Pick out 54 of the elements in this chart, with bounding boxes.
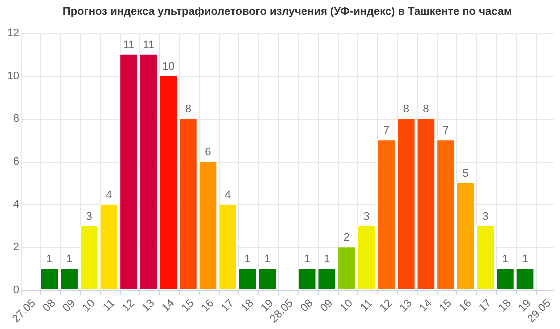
- data-label: 10: [162, 60, 175, 73]
- x-tick-label: 12: [378, 298, 396, 315]
- data-label: 3: [364, 210, 370, 223]
- x-tick-label: 16: [457, 298, 474, 315]
- x-tick-label: 10: [338, 298, 356, 315]
- data-label: 1: [324, 254, 330, 266]
- chart-title: Прогноз индекса ультрафиолетового излучения (УФ-индекс) в Ташкенте по часам: [62, 6, 512, 18]
- x-tick-label: 10: [80, 298, 98, 315]
- data-label: 2: [344, 232, 350, 244]
- data-label: 7: [384, 125, 390, 138]
- data-label: 1: [244, 254, 251, 266]
- x-tick-label: 12: [120, 298, 138, 315]
- y-tick-label: 4: [13, 198, 20, 211]
- x-tick-label: 08: [298, 298, 316, 315]
- y-tick-label: 10: [7, 70, 20, 82]
- data-label: 1: [502, 254, 509, 266]
- data-label: 4: [224, 189, 232, 202]
- y-tick-label: 8: [13, 113, 20, 126]
- data-label: 7: [442, 125, 450, 138]
- y-tick-label: 2: [13, 242, 20, 254]
- x-tick-label: 17: [476, 298, 494, 315]
- data-label: 6: [205, 146, 212, 158]
- data-label: 5: [462, 168, 469, 180]
- x-tick-label: 11: [101, 298, 118, 314]
- y-tick-label: 12: [7, 28, 20, 40]
- x-tick-label: 14: [160, 298, 178, 315]
- x-tick-label: 09: [60, 298, 78, 315]
- y-tick-label: 6: [13, 156, 20, 168]
- x-tick-label: 17: [219, 298, 237, 315]
- x-tick-label: 15: [180, 298, 197, 315]
- data-label: 1: [522, 254, 528, 266]
- x-tick-label: 18: [496, 298, 514, 315]
- data-label: 8: [403, 104, 410, 116]
- x-tick-label: 09: [318, 298, 336, 315]
- data-label: 1: [264, 254, 271, 266]
- x-tick-label: 16: [200, 298, 217, 315]
- data-label: 8: [423, 104, 430, 116]
- x-tick-label: 15: [437, 298, 454, 315]
- data-label: 11: [143, 39, 155, 52]
- x-tick-label: 11: [358, 298, 376, 314]
- x-tick-label: 08: [41, 298, 58, 315]
- y-tick-label: 0: [13, 284, 20, 296]
- data-label: 8: [185, 104, 192, 116]
- x-tick-label: 14: [418, 298, 435, 315]
- x-tick-label: 13: [140, 298, 158, 315]
- x-tick-label: 18: [239, 298, 256, 315]
- x-tick-label: 13: [398, 298, 415, 315]
- data-label: 1: [46, 254, 53, 266]
- data-label: 3: [86, 210, 92, 223]
- data-label: 3: [482, 210, 489, 223]
- data-label: 4: [106, 189, 112, 202]
- data-label: 11: [123, 39, 135, 52]
- data-label: 1: [66, 254, 73, 266]
- data-label: 1: [304, 254, 310, 266]
